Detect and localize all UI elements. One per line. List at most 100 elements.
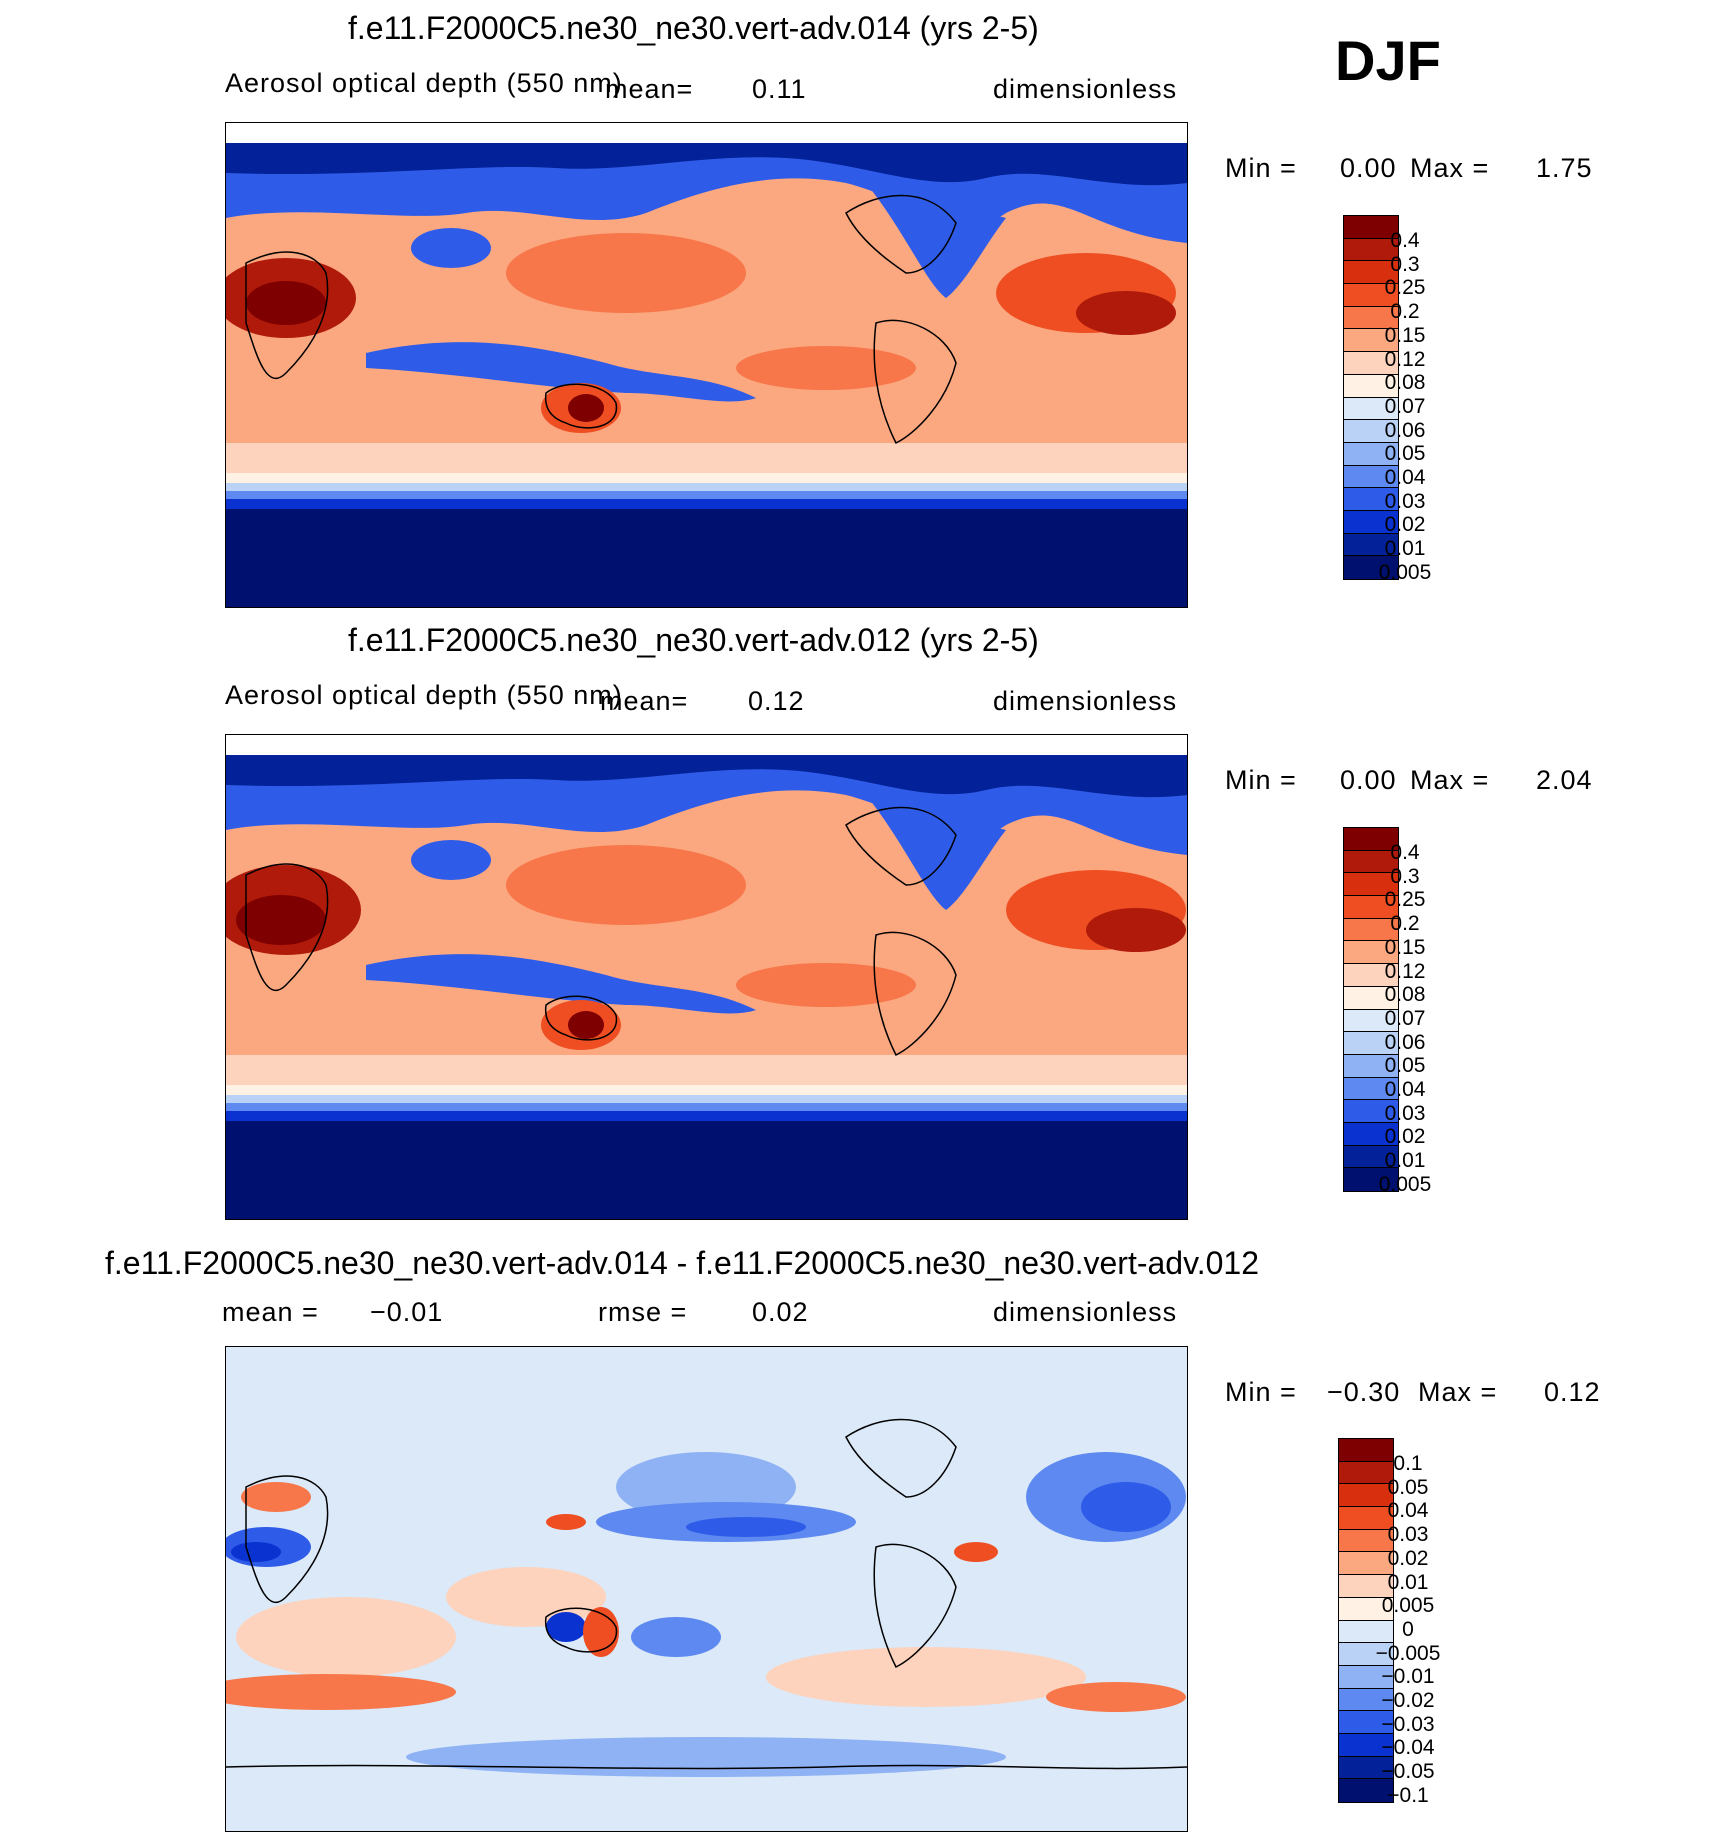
- colorbar-swatch: [1339, 1733, 1393, 1757]
- panel1-map: [225, 122, 1188, 608]
- panel1-mean-label: mean=: [605, 74, 694, 104]
- colorbar-label: 0.05: [1384, 442, 1426, 466]
- panel2-max-label: Max =: [1410, 765, 1490, 795]
- panel3-colorbar: [1338, 1438, 1394, 1803]
- colorbar-label: 0.02: [1387, 1546, 1429, 1570]
- colorbar-label: 0.005: [1378, 1172, 1432, 1196]
- colorbar-swatch: [1344, 1100, 1398, 1123]
- panel2-title: f.e11.F2000C5.ne30_ne30.vert-adv.012 (yr…: [348, 622, 1039, 658]
- panel2-mean-value: 0.12: [748, 686, 805, 716]
- panel2-map-svg: [226, 735, 1187, 1219]
- colorbar-label: 0.2: [1390, 300, 1420, 324]
- colorbar-swatch: [1339, 1779, 1393, 1802]
- colorbar-label: 0.25: [1384, 888, 1426, 912]
- colorbar-swatch: [1344, 1032, 1398, 1055]
- panel3-mean-value: −0.01: [370, 1297, 444, 1327]
- panel2-min-label: Min =: [1225, 765, 1297, 795]
- panel3-rmse-label: rmse =: [598, 1297, 688, 1327]
- colorbar-label: 0.02: [1384, 1125, 1426, 1149]
- colorbar-label: 0.005: [1381, 1594, 1435, 1618]
- colorbar-swatch: [1344, 216, 1398, 239]
- colorbar-swatch: [1344, 896, 1398, 919]
- colorbar-swatch: [1344, 986, 1398, 1010]
- colorbar-swatch: [1339, 1620, 1393, 1644]
- panel3-units: dimensionless: [993, 1297, 1178, 1327]
- panel1-units: dimensionless: [993, 74, 1178, 104]
- colorbar-swatch: [1344, 556, 1398, 579]
- colorbar-swatch: [1344, 465, 1398, 489]
- colorbar-label: 0.2: [1390, 912, 1420, 936]
- colorbar-label: 0.4: [1390, 841, 1420, 864]
- panel3-max-value: 0.12: [1544, 1377, 1601, 1407]
- colorbar-swatch: [1339, 1665, 1393, 1689]
- panel3-rmse-value: 0.02: [752, 1297, 809, 1327]
- colorbar-swatch: [1344, 510, 1398, 534]
- panel1-variable: Aerosol optical depth (550 nm): [225, 68, 623, 98]
- colorbar-label: −0.1: [1387, 1783, 1429, 1807]
- colorbar-label: 0.06: [1384, 418, 1426, 442]
- colorbar-label: 0.25: [1384, 276, 1426, 300]
- panel1-max-label: Max =: [1410, 153, 1490, 183]
- colorbar-label: 0.1: [1393, 1452, 1423, 1475]
- colorbar-swatch: [1344, 306, 1398, 330]
- panel3-title: f.e11.F2000C5.ne30_ne30.vert-adv.014 - f…: [105, 1245, 1259, 1281]
- colorbar-swatch: [1339, 1439, 1393, 1462]
- colorbar-swatch: [1339, 1756, 1393, 1780]
- panel1-map-svg: [226, 123, 1187, 607]
- colorbar-label: −0.01: [1381, 1665, 1435, 1689]
- colorbar-swatch: [1344, 828, 1398, 851]
- colorbar-swatch: [1344, 964, 1398, 987]
- colorbar-swatch: [1344, 420, 1398, 443]
- colorbar-label: 0.15: [1384, 323, 1426, 347]
- panel1-min-label: Min =: [1225, 153, 1297, 183]
- colorbar-swatch: [1344, 442, 1398, 466]
- colorbar-label: 0.3: [1390, 864, 1420, 888]
- colorbar-label: 0.01: [1384, 537, 1426, 561]
- colorbar-swatch: [1344, 284, 1398, 307]
- colorbar-label: 0.08: [1384, 983, 1426, 1007]
- colorbar-swatch: [1344, 1054, 1398, 1078]
- colorbar-swatch: [1344, 533, 1398, 557]
- colorbar-swatch: [1339, 1552, 1393, 1576]
- panel1-title: f.e11.F2000C5.ne30_ne30.vert-adv.014 (yr…: [348, 10, 1039, 46]
- colorbar-swatch: [1344, 873, 1398, 897]
- colorbar-label: 0.15: [1384, 935, 1426, 959]
- colorbar-label: 0.01: [1384, 1149, 1426, 1173]
- colorbar-label: 0.04: [1384, 1078, 1426, 1101]
- colorbar-swatch: [1344, 397, 1398, 421]
- colorbar-label: 0.05: [1384, 1054, 1426, 1078]
- colorbar-label: 0.03: [1384, 1101, 1426, 1125]
- colorbar-label: −0.04: [1381, 1736, 1435, 1760]
- colorbar-label: 0.03: [1384, 489, 1426, 513]
- colorbar-swatch: [1344, 488, 1398, 511]
- colorbar-swatch: [1339, 1575, 1393, 1598]
- colorbar-swatch: [1344, 850, 1398, 874]
- colorbar-label: −0.05: [1381, 1760, 1435, 1784]
- panel3-max-label: Max =: [1418, 1377, 1498, 1407]
- colorbar-label: 0: [1402, 1617, 1414, 1641]
- colorbar-label: 0.4: [1390, 229, 1420, 252]
- colorbar-swatch: [1339, 1461, 1393, 1485]
- colorbar-swatch: [1344, 261, 1398, 285]
- colorbar-label: 0.07: [1384, 394, 1426, 418]
- panel2-min-value: 0.00: [1340, 765, 1397, 795]
- colorbar-label: 0.03: [1387, 1523, 1429, 1547]
- panel1-mean-value: 0.11: [752, 74, 807, 104]
- colorbar-label: 0.05: [1387, 1475, 1429, 1499]
- colorbar-label: 0.04: [1387, 1499, 1429, 1523]
- colorbar-swatch: [1344, 374, 1398, 398]
- colorbar-label: −0.02: [1381, 1689, 1435, 1712]
- colorbar-swatch: [1344, 1009, 1398, 1033]
- panel1-min-value: 0.00: [1340, 153, 1397, 183]
- panel1-max-value: 1.75: [1536, 153, 1593, 183]
- panel2-colorbar: [1343, 827, 1399, 1192]
- colorbar-swatch: [1339, 1711, 1393, 1734]
- panel1-colorbar: [1343, 215, 1399, 580]
- colorbar-swatch: [1344, 238, 1398, 262]
- colorbar-label: 0.07: [1384, 1006, 1426, 1030]
- colorbar-swatch: [1344, 1077, 1398, 1101]
- panel3-map-svg: [226, 1347, 1187, 1831]
- panel3-min-label: Min =: [1225, 1377, 1297, 1407]
- colorbar-swatch: [1344, 1145, 1398, 1169]
- panel2-variable: Aerosol optical depth (550 nm): [225, 680, 623, 710]
